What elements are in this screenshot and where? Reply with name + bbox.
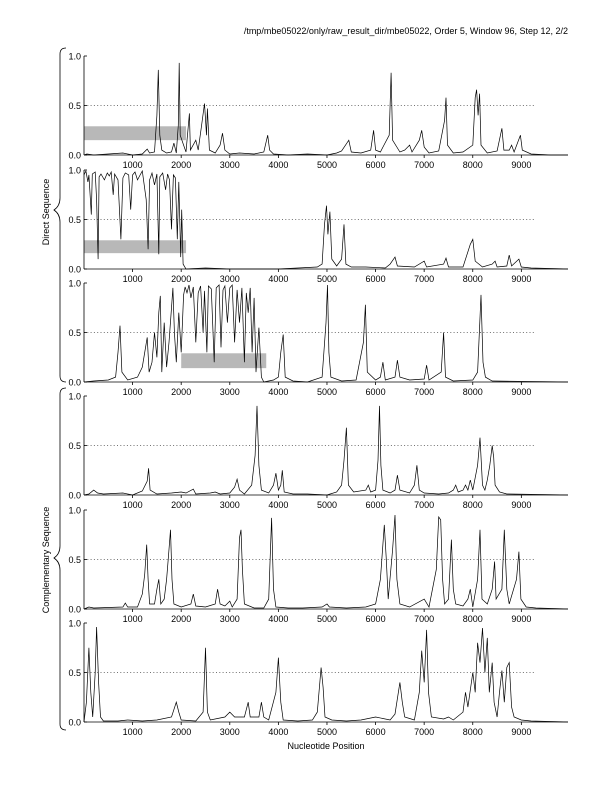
panel-2-x-tick-label-4: 5000 <box>317 274 337 284</box>
panel-5-x-tick-label-6: 7000 <box>414 614 434 624</box>
panel-2: 0.0 0.5 1.0 1000 2000 3000 4000 5000 6000 7000 800… <box>68 166 569 284</box>
panel-4-series-line <box>83 405 569 496</box>
panel-4-y-tick-label-0: 0.0 <box>68 491 81 501</box>
panel-6: 0.0 0.5 1.0 1000 2000 3000 4000 5000 6000 7000 800… <box>68 619 569 737</box>
panel-3-x-tick-label-3: 4000 <box>268 387 288 397</box>
panel-4-x-tick-label-1: 2000 <box>171 500 191 510</box>
panel-2-x-tick-label-2: 3000 <box>220 274 240 284</box>
panel-2-x-tick-label-8: 9000 <box>511 274 531 284</box>
panel-3-y-tick-label-0: 0.0 <box>68 378 81 388</box>
x-axis-label: Nucleotide Position <box>287 741 364 751</box>
panel-6-x-tick-label-1: 2000 <box>171 727 191 737</box>
panel-1: 0.0 0.5 1.0 1000 2000 3000 4000 5000 6000 7000 800… <box>68 52 568 170</box>
panel-1-x-tick-label-2: 3000 <box>220 160 240 170</box>
panel-5-x-tick-label-1: 2000 <box>171 614 191 624</box>
panel-3-y-tick-label-2: 1.0 <box>68 279 81 289</box>
panel-6-y-tick-label-1: 0.5 <box>68 668 81 678</box>
panel-5-y-tick-label-2: 1.0 <box>68 506 81 516</box>
panel-2-series-line <box>83 169 569 270</box>
panel-5-x-tick-label-0: 1000 <box>123 614 143 624</box>
direct-sequence-label: Direct Sequence <box>41 179 51 246</box>
panel-4-x-tick-label-4: 5000 <box>317 500 337 510</box>
panel-5-y-tick-label-0: 0.0 <box>68 605 81 615</box>
panel-1-x-tick-label-5: 6000 <box>366 160 386 170</box>
panel-4-x-tick-label-6: 7000 <box>414 500 434 510</box>
panel-2-shaded-bar-1 <box>84 240 187 254</box>
panel-1-x-tick-label-4: 5000 <box>317 160 337 170</box>
panel-6-x-tick-label-3: 4000 <box>268 727 288 737</box>
panel-4: 0.0 0.5 1.0 1000 2000 3000 4000 5000 6000 7000 800… <box>68 392 569 510</box>
panel-5-x-tick-label-7: 8000 <box>463 614 483 624</box>
panel-1-x-tick-label-0: 1000 <box>123 160 143 170</box>
panel-3-x-tick-label-1: 2000 <box>171 387 191 397</box>
panel-6-y-tick-label-2: 1.0 <box>68 619 81 629</box>
panel-4-y-tick-label-1: 0.5 <box>68 441 81 451</box>
panel-3-x-tick-label-4: 5000 <box>317 387 337 397</box>
panel-5: 0.0 0.5 1.0 1000 2000 3000 4000 5000 6000 7000 800… <box>68 506 569 624</box>
panel-6-x-tick-label-8: 9000 <box>511 727 531 737</box>
direct-group-bracket <box>53 47 67 383</box>
panel-1-y-tick-label-2: 1.0 <box>68 52 81 62</box>
panel-5-x-tick-label-3: 4000 <box>268 614 288 624</box>
panel-2-x-tick-label-7: 8000 <box>463 274 483 284</box>
panel-2-y-tick-label-2: 1.0 <box>68 166 81 176</box>
complementary-sequence-label: Complementary Sequence <box>41 507 51 614</box>
panel-2-x-tick-label-1: 2000 <box>171 274 191 284</box>
panel-6-x-tick-label-6: 7000 <box>414 727 434 737</box>
panel-3-x-tick-label-7: 8000 <box>463 387 483 397</box>
panel-5-x-tick-label-4: 5000 <box>317 614 337 624</box>
panel-6-y-tick-label-0: 0.0 <box>68 718 81 728</box>
panel-3-x-tick-label-6: 7000 <box>414 387 434 397</box>
panel-3-y-tick-label-1: 0.5 <box>68 328 81 338</box>
panel-2-x-tick-label-5: 6000 <box>366 274 386 284</box>
panel-1-x-tick-label-7: 8000 <box>463 160 483 170</box>
panel-2-x-tick-label-3: 4000 <box>268 274 288 284</box>
panel-4-x-tick-label-2: 3000 <box>220 500 240 510</box>
panel-3-x-tick-label-8: 9000 <box>511 387 531 397</box>
panel-4-x-tick-label-0: 1000 <box>123 500 143 510</box>
panel-4-y-tick-label-2: 1.0 <box>68 392 81 402</box>
panel-3-x-tick-label-0: 1000 <box>123 387 143 397</box>
panel-3-shaded-bar-1 <box>181 353 267 369</box>
panel-4-x-tick-label-5: 6000 <box>366 500 386 510</box>
panel-6-x-tick-label-0: 1000 <box>123 727 143 737</box>
panel-1-x-tick-label-8: 9000 <box>511 160 531 170</box>
panel-4-x-tick-label-8: 9000 <box>511 500 531 510</box>
panel-1-series-line <box>83 62 568 156</box>
panel-6-x-tick-label-7: 8000 <box>463 727 483 737</box>
panel-3-x-tick-label-5: 6000 <box>366 387 386 397</box>
panel-6-x-tick-label-2: 3000 <box>220 727 240 737</box>
panels-group: 0.0 0.5 1.0 1000 2000 3000 4000 5000 6000 7000 800… <box>68 52 569 737</box>
panel-5-x-tick-label-5: 6000 <box>366 614 386 624</box>
panel-2-x-tick-label-0: 1000 <box>123 274 143 284</box>
panel-2-y-tick-label-1: 0.5 <box>68 215 81 225</box>
panel-2-y-tick-label-0: 0.0 <box>68 265 81 275</box>
panel-5-series-line <box>83 514 569 610</box>
panel-5-x-tick-label-8: 9000 <box>511 614 531 624</box>
complementary-group-bracket <box>53 387 67 731</box>
panel-3-x-tick-label-2: 3000 <box>220 387 240 397</box>
panel-6-x-tick-label-4: 5000 <box>317 727 337 737</box>
panel-2-x-tick-label-6: 7000 <box>414 274 434 284</box>
panel-1-y-tick-label-1: 0.5 <box>68 101 81 111</box>
panel-5-y-tick-label-1: 0.5 <box>68 555 81 565</box>
panel-1-y-tick-label-0: 0.0 <box>68 151 81 161</box>
panel-4-x-tick-label-7: 8000 <box>463 500 483 510</box>
panel-1-x-tick-label-6: 7000 <box>414 160 434 170</box>
panel-3: 0.0 0.5 1.0 1000 2000 3000 4000 5000 6000 7000 800… <box>68 279 569 397</box>
panel-1-shaded-bar-1 <box>84 126 187 141</box>
panel-3-series-line <box>83 284 569 383</box>
panel-1-x-tick-label-1: 2000 <box>171 160 191 170</box>
panel-6-x-tick-label-5: 6000 <box>366 727 386 737</box>
panel-4-x-tick-label-3: 4000 <box>268 500 288 510</box>
panel-1-x-tick-label-3: 4000 <box>268 160 288 170</box>
panel-6-series-line <box>83 626 569 723</box>
panel-5-x-tick-label-2: 3000 <box>220 614 240 624</box>
page-header-title: /tmp/mbe05022/only/raw_result_dir/mbe050… <box>243 26 568 36</box>
